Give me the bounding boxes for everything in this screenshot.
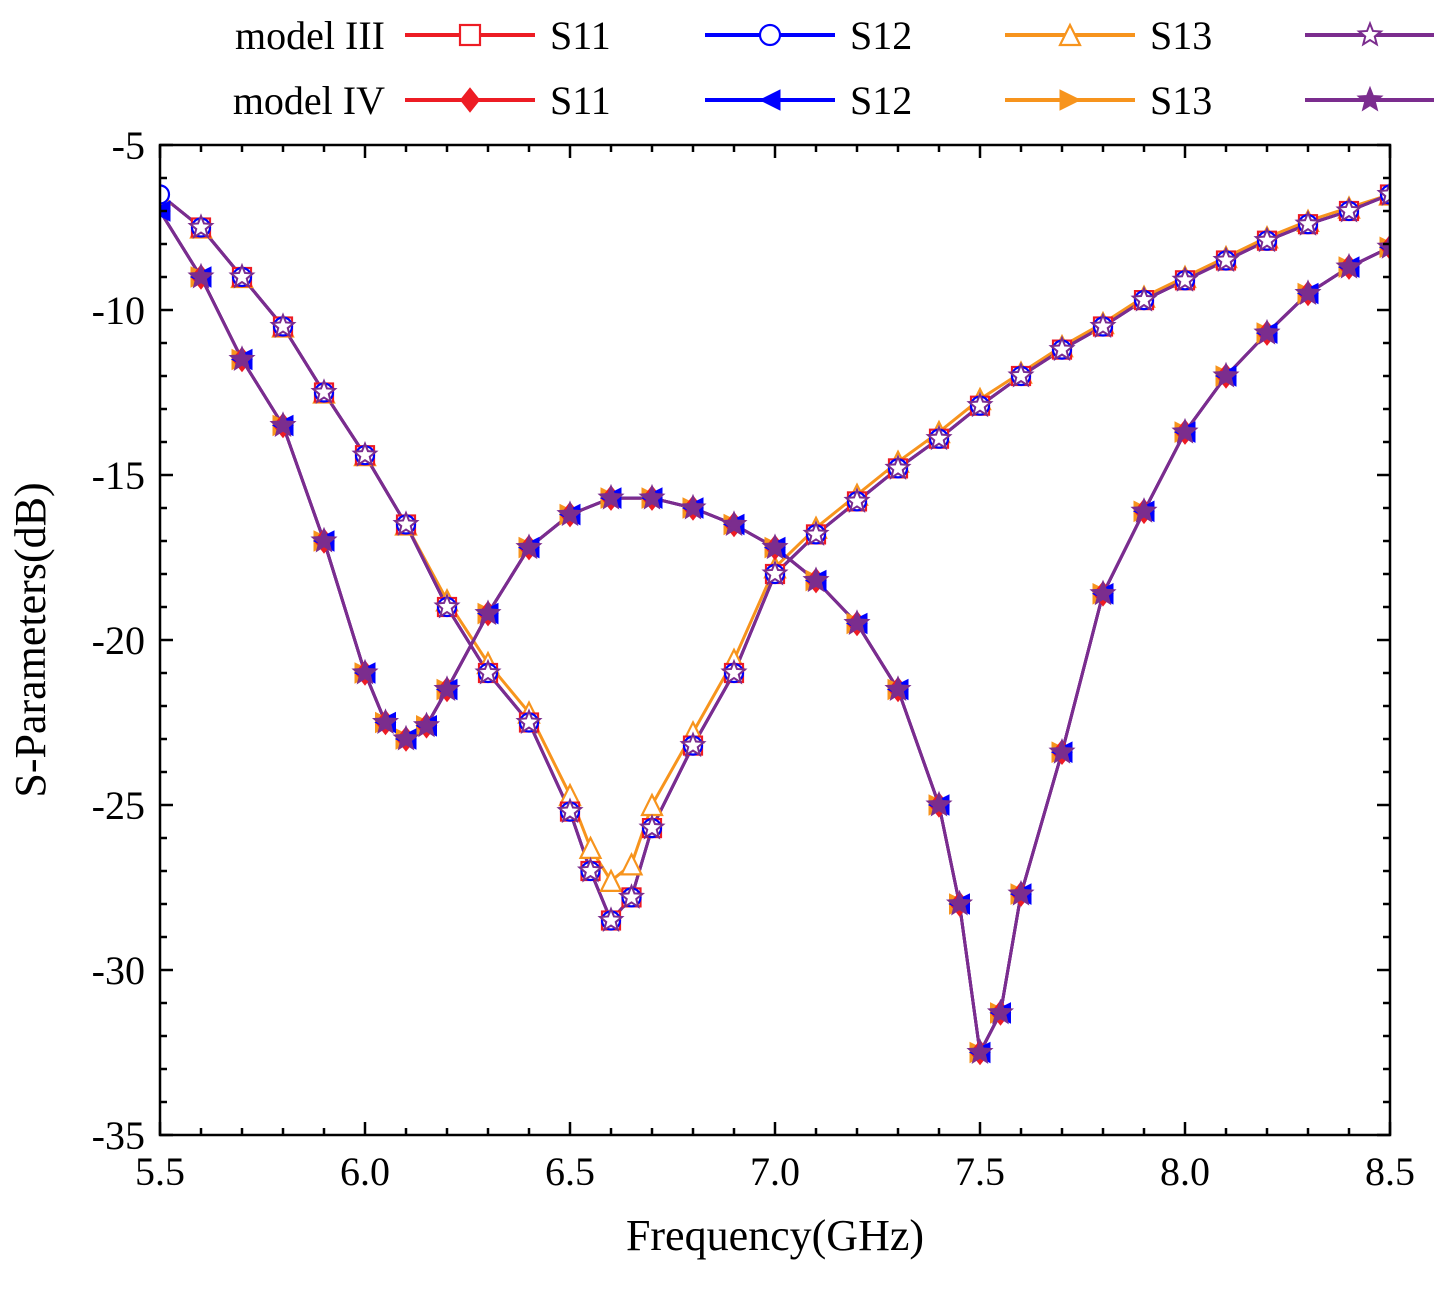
legend-row-label: model IV bbox=[233, 78, 385, 123]
legend-item-label: S11 bbox=[550, 13, 611, 58]
y-axis-label: S-Parameters(dB) bbox=[6, 482, 55, 797]
x-axis-label: Frequency(GHz) bbox=[626, 1211, 924, 1260]
legend-item-label: S12 bbox=[850, 78, 912, 123]
legend-item-label: S11 bbox=[550, 78, 611, 123]
s-parameter-chart: 5.56.06.57.07.58.08.5-35-30-25-20-15-10-… bbox=[0, 0, 1434, 1292]
x-tick-label: 6.0 bbox=[340, 1149, 390, 1194]
y-tick-label: -15 bbox=[92, 453, 145, 498]
chart-container: 5.56.06.57.07.58.08.5-35-30-25-20-15-10-… bbox=[0, 0, 1434, 1292]
x-tick-label: 6.5 bbox=[545, 1149, 595, 1194]
y-tick-label: -10 bbox=[92, 288, 145, 333]
legend-row-label: model III bbox=[235, 13, 385, 58]
y-tick-label: -35 bbox=[92, 1113, 145, 1158]
x-tick-label: 8.0 bbox=[1160, 1149, 1210, 1194]
y-tick-label: -25 bbox=[92, 783, 145, 828]
x-tick-label: 7.0 bbox=[750, 1149, 800, 1194]
y-tick-label: -20 bbox=[92, 618, 145, 663]
y-tick-label: -30 bbox=[92, 948, 145, 993]
legend-item-label: S13 bbox=[1150, 78, 1212, 123]
y-tick-label: -5 bbox=[112, 123, 145, 168]
legend-item-label: S12 bbox=[850, 13, 912, 58]
legend-item-label: S13 bbox=[1150, 13, 1212, 58]
x-tick-label: 7.5 bbox=[955, 1149, 1005, 1194]
x-tick-label: 8.5 bbox=[1365, 1149, 1415, 1194]
